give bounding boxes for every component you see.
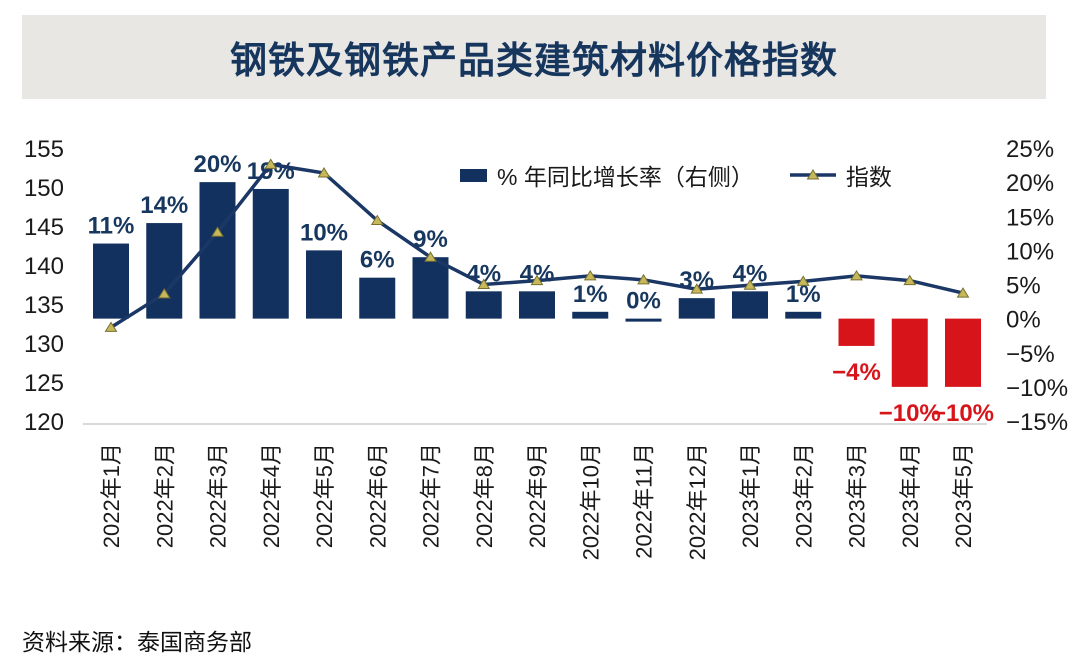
bar-value-label: −10% [932, 400, 994, 427]
line-marker [637, 273, 650, 285]
left-axis-tick: 125 [24, 370, 64, 397]
x-axis-label: 2022年10月 [578, 443, 603, 560]
x-axis-label: 2022年2月 [152, 443, 177, 548]
bar [945, 318, 981, 387]
bar [891, 318, 928, 387]
bar [519, 291, 555, 319]
line-marker [743, 279, 757, 290]
bar [838, 318, 875, 346]
x-axis-label: 2023年5月 [951, 443, 976, 548]
line-marker [690, 283, 704, 294]
bar-series-swatch-icon [460, 168, 487, 182]
right-axis-tick: 5% [1006, 273, 1041, 300]
x-axis-label: 2023年3月 [845, 443, 870, 548]
line-series-legend-label: 指数 [845, 164, 892, 190]
bar [465, 291, 502, 319]
right-axis-tick: 0% [1006, 307, 1041, 334]
line-marker [796, 275, 810, 286]
line-marker [317, 167, 331, 178]
bar [625, 318, 662, 322]
line-marker [264, 158, 278, 169]
bar-series-legend-label: % 年同比增长率（右侧） [497, 164, 754, 190]
x-axis-label: 2022年5月 [312, 443, 337, 548]
left-axis-tick: 150 [24, 175, 64, 202]
bar-value-label: 11% [88, 213, 135, 240]
bar [199, 182, 236, 319]
bar-value-label: 0% [626, 288, 661, 315]
right-axis-tick: 15% [1006, 204, 1054, 231]
x-axis-label: 2023年2月 [791, 443, 816, 548]
left-axis-tick: 120 [24, 409, 64, 436]
bar-value-label: 1% [573, 281, 608, 308]
bar-value-label: 20% [193, 151, 241, 178]
bar-value-label: 10% [300, 219, 348, 246]
x-axis-label: 2022年11月 [632, 443, 657, 559]
line-marker [903, 274, 917, 286]
left-axis-tick: 155 [24, 136, 64, 163]
bar [146, 223, 183, 319]
bar-value-label: 6% [360, 247, 395, 274]
bar [412, 257, 449, 319]
x-axis-label: 2022年3月 [206, 443, 231, 548]
x-axis-label: 2022年1月 [99, 443, 124, 548]
bar-value-label: −10% [879, 400, 941, 427]
line-marker [850, 269, 863, 281]
right-axis-tick: 10% [1006, 238, 1054, 265]
bar [678, 298, 715, 319]
x-axis-label: 2022年7月 [419, 443, 444, 548]
title-banner: 钢铁及钢铁产品类建筑材料价格指数 [22, 15, 1046, 99]
line-marker [211, 226, 224, 237]
chart-title: 钢铁及钢铁产品类建筑材料价格指数 [230, 40, 838, 81]
right-axis-tick: −5% [1006, 341, 1055, 368]
x-axis-label: 2022年6月 [365, 443, 390, 548]
bar-value-label: −4% [832, 359, 881, 386]
bar-value-label: 14% [140, 192, 188, 219]
line-series-swatch-icon [789, 169, 836, 180]
line-marker [956, 287, 970, 298]
right-axis-tick: −10% [1006, 375, 1068, 402]
bar [93, 243, 129, 319]
left-axis-tick: 135 [24, 292, 64, 319]
bar [572, 311, 609, 319]
bar [732, 291, 768, 319]
x-axis-label: 2022年12月 [685, 443, 710, 560]
line-marker [477, 278, 491, 289]
right-axis-tick: −15% [1006, 409, 1068, 436]
line-marker [370, 214, 384, 226]
line-marker [424, 251, 437, 262]
x-axis-label: 2022年9月 [525, 443, 550, 548]
bar [306, 250, 342, 319]
line-marker [104, 321, 118, 332]
bar [359, 277, 396, 319]
left-axis-tick: 140 [24, 253, 64, 280]
source-note: 资料来源：泰国商务部 [22, 629, 252, 655]
right-axis-tick: 25% [1006, 136, 1054, 163]
x-axis-label: 2023年4月 [898, 443, 923, 548]
bar [785, 311, 822, 319]
left-axis-tick: 130 [24, 331, 64, 358]
line-marker [157, 287, 171, 299]
legend: % 年同比增长率（右侧） 指数 [460, 161, 892, 190]
bar [252, 188, 289, 319]
line-marker [583, 269, 597, 281]
x-axis-label: 2023年1月 [738, 443, 763, 548]
x-axis-label: 2022年4月 [259, 443, 284, 548]
x-axis-label: 2022年8月 [472, 443, 497, 548]
right-axis-tick: 20% [1006, 170, 1054, 197]
left-axis-tick: 145 [24, 214, 64, 241]
line-marker [530, 274, 544, 286]
